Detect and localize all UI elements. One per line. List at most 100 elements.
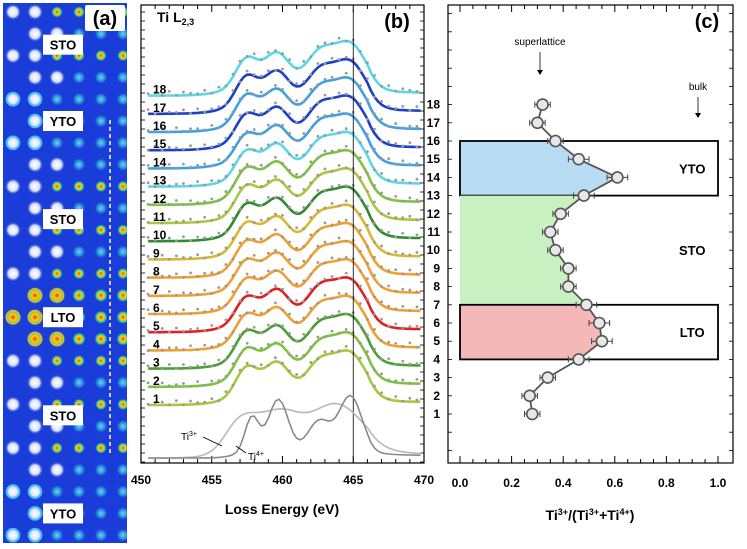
layer-label-box [43, 209, 83, 230]
spectrum-data-point [408, 268, 412, 272]
spectrum-data-point [337, 36, 341, 40]
spectrum-data-point [295, 267, 299, 270]
spectrum-data-point [344, 184, 348, 188]
spectrum-data-point [231, 257, 235, 261]
spectrum-data-point [401, 199, 405, 203]
spectrum-data-points-4 [146, 292, 419, 352]
spectrum-data-point [281, 67, 284, 71]
spectrum-data-point [160, 221, 164, 225]
spectrum-data-point [373, 221, 376, 225]
atom-column [116, 375, 127, 390]
spectrum-data-point [238, 241, 242, 245]
spectrum-data-point [224, 375, 228, 378]
data-point-layer-17 [531, 116, 544, 130]
spectrum-data-point [224, 210, 228, 214]
atom-column [27, 243, 43, 260]
spectrum-data-point [238, 368, 242, 372]
atom-column [5, 527, 21, 543]
spectrum-data-point [380, 191, 383, 195]
data-point-layer-15 [572, 152, 585, 166]
atom-column-ring [5, 91, 21, 107]
spectrum-data-point [182, 382, 185, 385]
spectrum-data-point [160, 400, 164, 404]
spectrum-data-point [153, 238, 157, 242]
spectrum-data-point [358, 212, 362, 216]
layer-label-yto: YTO [50, 506, 77, 521]
spectrum-data-point [182, 363, 185, 366]
atom-column [72, 70, 86, 85]
spectrum-data-point [153, 385, 157, 389]
spectrum-data-point [358, 323, 362, 327]
spectrum-data-point [153, 401, 157, 405]
layer-label-box [43, 405, 83, 426]
spectrum-data-point [189, 399, 192, 403]
spectrum-label-12: 12 [153, 192, 167, 206]
atom-column [27, 91, 43, 108]
spectrum-data-point [366, 97, 369, 101]
spectrum-data-point [387, 252, 391, 256]
layer-label-box [43, 503, 83, 524]
atom-column [5, 4, 21, 20]
spectrum-line-1 [148, 349, 421, 407]
spectrum-data-point [174, 326, 178, 330]
spectrum-data-point [415, 324, 419, 328]
atom-column [94, 310, 108, 325]
spectrum-data-point [266, 164, 270, 167]
spectrum-label-17: 17 [153, 101, 167, 115]
spectrum-data-points-13 [146, 127, 419, 189]
spectrum-data-point [245, 311, 249, 315]
atom-column [117, 224, 127, 236]
spectrum-data-point [274, 228, 277, 232]
atom-column [138, 245, 152, 259]
spectrum-data-point [210, 379, 214, 383]
data-point-layer-12 [554, 207, 567, 221]
spectrum-data-point [316, 317, 320, 321]
spectrum-data-point [274, 212, 277, 216]
spectrum-data-point [344, 199, 348, 203]
atom-column [72, 332, 86, 346]
spectrum-data-point [316, 229, 320, 233]
atom-column [94, 528, 108, 543]
spectrum-data-point [167, 257, 171, 261]
spectrum-data-point [203, 143, 207, 147]
atom-column [72, 484, 86, 499]
panel-a-letter-box [85, 5, 125, 31]
spectrum-data-point [401, 87, 405, 91]
spectrum-data-point [408, 214, 412, 218]
spectrum-data-point [323, 149, 327, 153]
atomic-column-grid [4, 4, 152, 543]
spectrum-data-point [160, 181, 164, 184]
atom-column-ring [27, 484, 43, 499]
y-tick-label: 13 [427, 189, 441, 203]
spectrum-data-point [182, 291, 185, 295]
spectrum-data-point [309, 87, 313, 91]
spectrum-data-point [174, 93, 178, 97]
spectrum-data-point [337, 204, 341, 208]
x-tick-label: 470 [414, 473, 434, 487]
spectrum-data-point [415, 362, 419, 366]
spectrum-data-point [330, 128, 334, 132]
spectrum-data-point [266, 251, 270, 255]
spectrum-data-point [160, 126, 164, 130]
spectrum-data-point [358, 123, 362, 127]
spectrum-data-point [189, 312, 192, 316]
x-tick-label: 0.0 [452, 476, 469, 490]
spectrum-data-point [408, 288, 412, 292]
spectrum-data-point [174, 346, 178, 350]
spectrum-data-points-6 [146, 256, 419, 316]
spectrum-data-point [203, 88, 207, 92]
spectrum-data-point [266, 143, 270, 147]
spectrum-data-point [288, 353, 291, 356]
spectrum-data-point [295, 246, 299, 250]
spectrum-data-point [210, 107, 214, 111]
spectrum-data-point [196, 148, 200, 151]
spectrum-data-point [189, 239, 192, 243]
atom-column [27, 440, 43, 456]
spectrum-data-point [366, 297, 369, 301]
spectrum-label-8: 8 [153, 265, 160, 279]
atom-column [116, 288, 127, 303]
bulk-arrow-head [695, 113, 701, 118]
spectrum-data-point [337, 183, 341, 187]
spectrum-data-point [245, 327, 249, 331]
atom-column [73, 267, 85, 280]
